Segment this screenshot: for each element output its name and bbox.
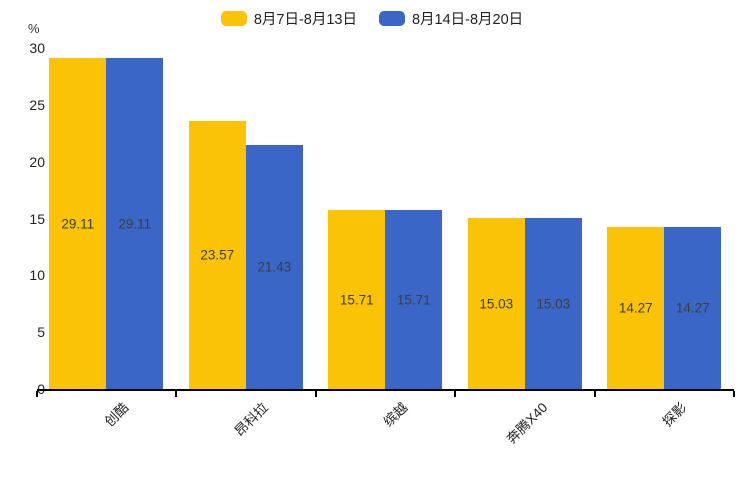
- x-axis-tick-mark: [175, 391, 177, 397]
- bar-昂科拉-series1[interactable]: 23.57: [188, 121, 246, 389]
- y-axis-tick-label: 15: [29, 210, 45, 227]
- bar-value-label: 15.03: [479, 296, 514, 312]
- bar-value-label: 14.27: [675, 300, 710, 316]
- legend-label-week1: 8月7日-8月13日: [253, 12, 357, 28]
- x-axis-category-label: 探影: [659, 399, 690, 430]
- x-axis-category-label: 奔腾X40: [503, 399, 551, 447]
- legend-item-week2[interactable]: 8月14日-8月20日: [378, 8, 524, 29]
- bar-value-label: 21.43: [257, 259, 292, 275]
- bar-创酷-series1[interactable]: 29.11: [49, 58, 107, 389]
- bar-value-label: 15.71: [396, 292, 431, 308]
- bar-value-label: 29.11: [61, 216, 95, 232]
- x-axis-tick-mark: [314, 391, 317, 397]
- bar-value-label: 14.27: [618, 300, 653, 316]
- y-axis-unit-label: %: [28, 21, 40, 36]
- bar-奔腾X40-series1[interactable]: 15.03: [467, 218, 525, 389]
- x-axis-category-label: 创酷: [101, 399, 132, 430]
- bar-缤越-series1[interactable]: 15.71: [328, 210, 386, 389]
- bar-探影-series1[interactable]: 14.27: [607, 226, 665, 389]
- legend-item-week1[interactable]: 8月7日-8月13日: [220, 8, 357, 29]
- bar-value-label: 23.57: [200, 247, 235, 263]
- x-axis-line: [36, 389, 734, 391]
- y-axis-tick-label: 25: [29, 96, 45, 113]
- bar-奔腾X40-series2[interactable]: 15.03: [524, 218, 582, 389]
- bar-缤越-series2[interactable]: 15.71: [385, 210, 443, 389]
- legend-label-week2: 8月14日-8月20日: [411, 12, 524, 28]
- bar-value-label: 15.71: [339, 292, 374, 308]
- y-axis-tick-label: 30: [29, 40, 45, 56]
- chart-legend: 8月7日-8月13日 8月14日-8月20日: [0, 8, 744, 29]
- x-axis-tick-mark: [733, 391, 735, 397]
- bar-创酷-series2[interactable]: 29.11: [106, 58, 164, 389]
- bar-昂科拉-series2[interactable]: 21.43: [245, 145, 303, 389]
- y-axis-tick-label: 20: [29, 153, 45, 170]
- x-axis-tick-mark: [35, 391, 38, 397]
- bar-探影-series2[interactable]: 14.27: [664, 226, 722, 389]
- y-axis-tick-label: 5: [37, 324, 45, 341]
- bar-value-label: 29.11: [118, 216, 152, 232]
- x-axis-category-label: 昂科拉: [231, 399, 272, 440]
- x-axis-tick-mark: [454, 391, 456, 397]
- bar-value-label: 15.03: [536, 296, 571, 312]
- x-axis-category-label: 缤越: [380, 399, 411, 430]
- y-axis-tick-label: 10: [29, 267, 45, 284]
- x-axis-tick-mark: [593, 391, 596, 397]
- legend-swatch-week2-icon: [378, 11, 405, 26]
- legend-swatch-week1-icon: [220, 11, 247, 26]
